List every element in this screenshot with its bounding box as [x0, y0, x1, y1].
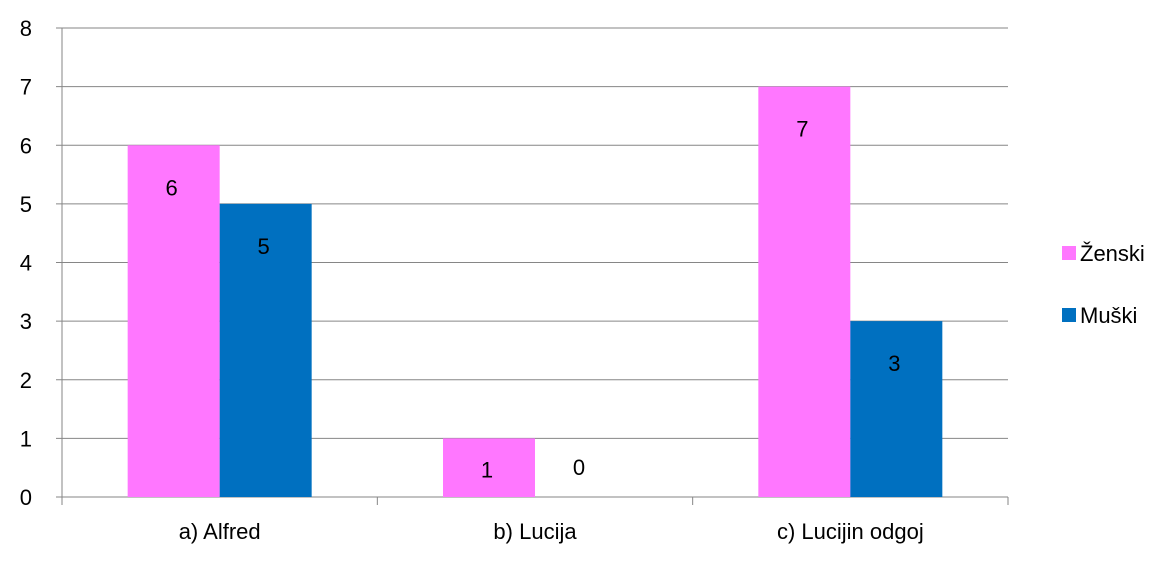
legend-swatch	[1062, 308, 1076, 322]
bar	[219, 203, 312, 497]
legend: Ženski Muški	[1062, 241, 1145, 328]
y-tick-label: 2	[20, 368, 32, 393]
data-label: 1	[481, 457, 493, 482]
y-tick-label: 8	[20, 16, 32, 41]
legend-swatch	[1062, 246, 1076, 260]
x-category-label: b) Lucija	[493, 519, 577, 544]
data-label: 6	[166, 175, 178, 200]
y-tick-label: 1	[20, 426, 32, 451]
data-label: 0	[573, 455, 585, 480]
bar	[758, 86, 851, 497]
y-tick-label: 6	[20, 133, 32, 158]
data-label: 3	[888, 351, 900, 376]
data-label: 5	[258, 234, 270, 259]
bar	[850, 321, 943, 497]
bar	[127, 145, 220, 497]
x-category-label: a) Alfred	[179, 519, 261, 544]
y-tick-label: 5	[20, 192, 32, 217]
x-category-label: c) Lucijin odgoj	[777, 519, 924, 544]
legend-label: Ženski	[1080, 241, 1145, 266]
bars	[127, 86, 943, 497]
y-tick-label: 4	[20, 251, 32, 276]
data-label: 7	[796, 117, 808, 142]
y-tick-label: 0	[20, 485, 32, 510]
bar	[443, 438, 535, 497]
legend-label: Muški	[1080, 303, 1137, 328]
data-labels: 6 5 1 0 7 3	[166, 117, 901, 483]
y-tick-label: 3	[20, 309, 32, 334]
y-tick-label: 7	[20, 75, 32, 100]
